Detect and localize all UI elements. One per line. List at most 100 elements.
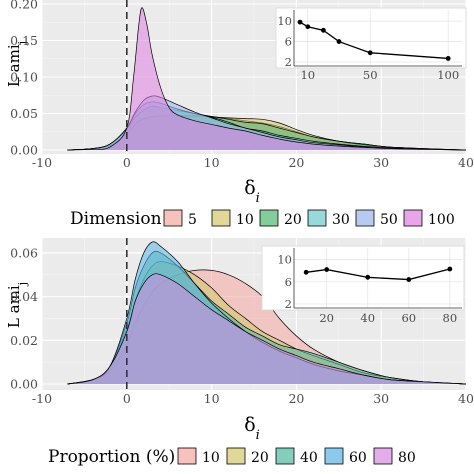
bottom-inset-point (447, 266, 453, 272)
top-inset-y-tick: 10 (277, 14, 292, 28)
bottom-inset-x-tick: 60 (401, 311, 416, 325)
bottom-density-areas (67, 241, 467, 385)
top-ylabel: L amij (5, 41, 29, 87)
bottom-x-tick-label: 10 (204, 391, 220, 406)
top-legend-label-5: 5 (188, 212, 197, 228)
bottom-y-tick-label: 0.04 (10, 289, 38, 304)
bottom-legend-label-80: 80 (398, 450, 416, 466)
top-x-tick-label: 40 (458, 155, 474, 170)
top-inset-y-ticks: 2 6 10 (277, 14, 292, 69)
bottom-legend-key-20 (226, 447, 246, 465)
top-inset-point (305, 24, 311, 30)
top-legend-key-5 (163, 209, 183, 227)
bottom-xlabel-sub: i (256, 428, 260, 443)
top-inset-bg (275, 7, 467, 69)
bottom-legend-key-10 (177, 447, 197, 465)
bottom-x-tick-label: 30 (373, 391, 389, 406)
bottom-area-80 (67, 273, 466, 384)
top-y-tick-labels: 0.00 0.05 0.10 0.15 0.20 (10, 0, 38, 158)
bottom-x-tick-label: 0 (123, 391, 131, 406)
top-x-tick-label: -10 (32, 155, 52, 170)
bottom-legend-label-20: 20 (251, 450, 269, 466)
top-legend-key-100 (403, 209, 423, 227)
bottom-ylabel: L amij (5, 282, 29, 328)
bottom-ylabel-sub: j (16, 282, 29, 287)
top-inset-point (321, 27, 326, 33)
top-inset-y-tick: 6 (285, 35, 292, 49)
top-xlabel: δi (244, 177, 260, 206)
top-inset-x-tick: 100 (437, 68, 459, 82)
top-panel: L amij 0.00 0.05 0.10 0.15 0.20 -10 0 10 20 30 40… (5, 0, 474, 229)
top-x-tick-labels: -10 0 10 20 30 40 (32, 155, 474, 170)
top-y-tick-label: 0.15 (10, 33, 38, 48)
top-x-tick-label: 10 (204, 155, 220, 170)
bottom-y-tick-labels: 0.00 0.02 0.04 0.06 (10, 245, 38, 391)
top-legend: Dimension 5 10 20 30 50 100 (70, 209, 455, 229)
top-legend-key-10 (211, 209, 231, 227)
top-x-tick-label: 30 (373, 155, 389, 170)
top-inset: 2 6 10 10 50 100 (275, 7, 467, 82)
bottom-y-tick-label: 0.06 (10, 245, 38, 260)
top-inset-point (367, 50, 373, 56)
bottom-legend-items: 10 20 40 60 80 (177, 447, 416, 466)
bottom-inset-bg (261, 245, 465, 311)
top-y-tick-label: 0.05 (10, 106, 38, 121)
top-inset-point (297, 19, 303, 25)
bottom-x-tick-label: -10 (32, 391, 52, 406)
top-legend-title: Dimension (70, 209, 162, 229)
bottom-xlabel-main: δ (244, 414, 255, 436)
top-inset-point (336, 39, 342, 44)
top-y-tick-label: 0.00 (10, 143, 38, 158)
bottom-inset-y-tick: 6 (285, 275, 292, 289)
top-legend-label-30: 30 (332, 212, 350, 228)
bottom-legend-key-80 (373, 447, 393, 465)
top-legend-label-20: 20 (284, 212, 302, 228)
bottom-legend-key-40 (275, 447, 295, 465)
top-legend-key-30 (307, 209, 327, 227)
top-ylabel-sub: j (16, 41, 29, 46)
top-xlabel-main: δ (244, 177, 255, 199)
top-legend-label-100: 100 (428, 212, 455, 228)
bottom-legend-label-40: 40 (300, 450, 318, 466)
bottom-ylabel-main: L ami (5, 285, 23, 328)
bottom-x-tick-label: 40 (458, 391, 474, 406)
bottom-inset: 2 6 10 20 40 60 80 (261, 245, 465, 325)
top-legend-items: 5 10 20 30 50 100 (163, 209, 455, 228)
bottom-inset-y-tick: 2 (285, 297, 292, 311)
bottom-legend: Proportion (%) 10 20 40 60 80 (48, 447, 416, 467)
bottom-legend-title: Proportion (%) (48, 447, 175, 467)
top-inset-x-tick: 10 (300, 68, 315, 82)
bottom-y-tick-label: 0.00 (10, 377, 38, 392)
bottom-xlabel: δi (244, 414, 260, 443)
bottom-area-outline-80 (67, 273, 467, 385)
bottom-inset-x-tick: 40 (360, 311, 375, 325)
bottom-inset-point (365, 274, 371, 280)
top-inset-x-tick: 50 (363, 68, 378, 82)
bottom-inset-y-tick: 10 (277, 253, 292, 267)
top-inset-point (445, 56, 451, 61)
bottom-inset-point (303, 269, 309, 275)
top-legend-label-10: 10 (236, 212, 254, 228)
bottom-inset-point (406, 277, 412, 282)
top-inset-y-tick: 2 (285, 55, 292, 69)
top-x-tick-label: 20 (288, 155, 304, 170)
top-legend-key-50 (355, 209, 375, 227)
top-inset-points (297, 19, 451, 61)
bottom-legend-label-10: 10 (202, 450, 220, 466)
bottom-inset-x-ticks: 20 40 60 80 (319, 311, 457, 325)
top-area-outline-100 (67, 7, 467, 151)
top-y-tick-label: 0.20 (10, 0, 38, 12)
bottom-inset-points (303, 266, 453, 282)
top-area-100 (67, 7, 466, 151)
bottom-x-tick-labels: -10 0 10 20 30 40 (32, 391, 474, 406)
bottom-legend-key-60 (324, 447, 344, 465)
bottom-inset-y-ticks: 2 6 10 (277, 253, 292, 311)
top-inset-x-ticks: 10 50 100 (300, 68, 459, 82)
bottom-legend-label-60: 60 (349, 450, 367, 466)
bottom-x-tick-label: 20 (288, 391, 304, 406)
bottom-inset-point (324, 267, 330, 272)
top-xlabel-sub: i (256, 191, 260, 206)
bottom-y-tick-label: 0.02 (10, 333, 38, 348)
top-density-areas (67, 7, 467, 151)
